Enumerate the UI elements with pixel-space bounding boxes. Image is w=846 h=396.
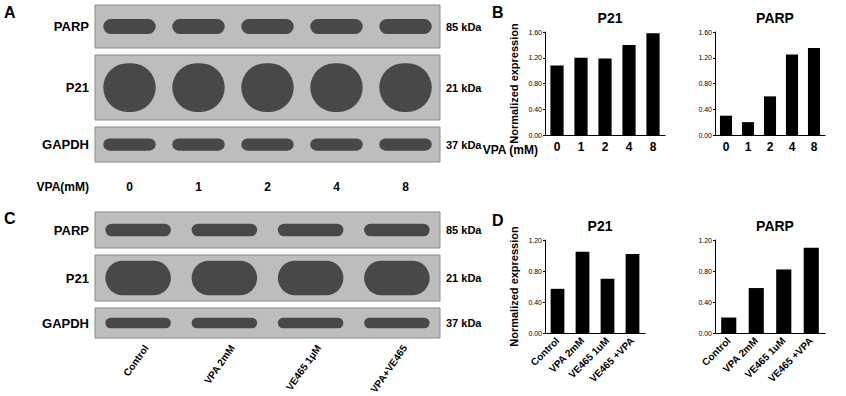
svg-text:1.20: 1.20 bbox=[528, 237, 542, 244]
svg-text:Normalized expression: Normalized expression bbox=[508, 23, 520, 144]
svg-text:1.60: 1.60 bbox=[698, 29, 712, 36]
svg-text:PARP: PARP bbox=[54, 19, 89, 34]
svg-text:VPA 2mM: VPA 2mM bbox=[546, 335, 587, 375]
svg-text:0.00: 0.00 bbox=[528, 132, 542, 139]
svg-text:1.20: 1.20 bbox=[528, 54, 542, 61]
svg-text:VE465 +VPA: VE465 +VPA bbox=[587, 335, 636, 384]
svg-text:B: B bbox=[492, 4, 504, 21]
svg-text:2: 2 bbox=[602, 140, 609, 154]
svg-text:8: 8 bbox=[650, 140, 657, 154]
svg-text:8: 8 bbox=[811, 140, 818, 154]
svg-text:0.00: 0.00 bbox=[528, 330, 542, 337]
svg-text:0.80: 0.80 bbox=[698, 268, 712, 275]
svg-text:4: 4 bbox=[626, 140, 633, 154]
svg-text:VE465 1uM: VE465 1uM bbox=[566, 335, 612, 381]
svg-text:P21: P21 bbox=[588, 218, 613, 234]
svg-text:1.60: 1.60 bbox=[528, 29, 542, 36]
svg-text:PARP: PARP bbox=[54, 223, 89, 238]
svg-text:8: 8 bbox=[402, 180, 409, 194]
svg-text:1: 1 bbox=[195, 180, 202, 194]
svg-text:P21: P21 bbox=[66, 80, 89, 95]
svg-text:4: 4 bbox=[333, 180, 340, 194]
svg-text:2: 2 bbox=[767, 140, 774, 154]
svg-text:PARP: PARP bbox=[756, 10, 794, 26]
svg-text:1.20: 1.20 bbox=[698, 237, 712, 244]
svg-text:0: 0 bbox=[126, 180, 133, 194]
svg-text:21 kDa: 21 kDa bbox=[446, 82, 482, 94]
svg-text:37 kDa: 37 kDa bbox=[446, 317, 482, 329]
svg-text:VE465 +VPA: VE465 +VPA bbox=[766, 335, 815, 384]
svg-text:1: 1 bbox=[745, 140, 752, 154]
svg-text:0.80: 0.80 bbox=[528, 80, 542, 87]
svg-text:1.20: 1.20 bbox=[698, 54, 712, 61]
svg-text:C: C bbox=[4, 210, 16, 227]
svg-text:VPA+VE465: VPA+VE465 bbox=[368, 342, 409, 394]
svg-text:Control: Control bbox=[121, 343, 151, 379]
svg-text:VE465 1μM: VE465 1μM bbox=[284, 343, 323, 393]
svg-text:0.80: 0.80 bbox=[528, 268, 542, 275]
svg-text:21 kDa: 21 kDa bbox=[446, 272, 482, 284]
svg-text:GAPDH: GAPDH bbox=[42, 137, 89, 152]
svg-text:D: D bbox=[492, 212, 504, 229]
svg-text:0.40: 0.40 bbox=[698, 106, 712, 113]
svg-text:0.40: 0.40 bbox=[528, 106, 542, 113]
svg-text:0.80: 0.80 bbox=[698, 80, 712, 87]
svg-text:VE465 1uM: VE465 1uM bbox=[742, 335, 788, 381]
svg-text:85 kDa: 85 kDa bbox=[446, 21, 482, 33]
svg-text:0.00: 0.00 bbox=[698, 132, 712, 139]
svg-text:A: A bbox=[4, 4, 16, 21]
svg-text:P21: P21 bbox=[598, 10, 623, 26]
svg-text:0: 0 bbox=[554, 140, 561, 154]
svg-text:37 kDa: 37 kDa bbox=[446, 139, 482, 151]
svg-text:GAPDH: GAPDH bbox=[42, 316, 89, 331]
svg-text:85 kDa: 85 kDa bbox=[446, 224, 482, 236]
svg-text:Control: Control bbox=[699, 335, 733, 368]
svg-text:Control: Control bbox=[528, 335, 562, 368]
svg-text:PARP: PARP bbox=[756, 218, 794, 234]
svg-text:VPA 2mM: VPA 2mM bbox=[202, 343, 237, 386]
svg-text:P21: P21 bbox=[66, 271, 89, 286]
svg-text:1: 1 bbox=[578, 140, 585, 154]
svg-text:0.40: 0.40 bbox=[528, 299, 542, 306]
svg-text:4: 4 bbox=[789, 140, 796, 154]
svg-text:VPA 2mM: VPA 2mM bbox=[720, 335, 761, 375]
svg-text:0.40: 0.40 bbox=[698, 299, 712, 306]
svg-text:2: 2 bbox=[264, 180, 271, 194]
svg-text:Normalized expression: Normalized expression bbox=[508, 226, 520, 347]
svg-text:0.00: 0.00 bbox=[698, 330, 712, 337]
svg-text:0: 0 bbox=[723, 140, 730, 154]
svg-text:VPA(mM): VPA(mM) bbox=[37, 180, 89, 194]
svg-text:VPA (mM): VPA (mM) bbox=[483, 143, 538, 157]
